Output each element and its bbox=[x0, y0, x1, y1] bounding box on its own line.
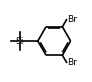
Text: Si: Si bbox=[16, 36, 24, 46]
Text: Br: Br bbox=[67, 15, 77, 24]
Text: Br: Br bbox=[67, 58, 77, 67]
